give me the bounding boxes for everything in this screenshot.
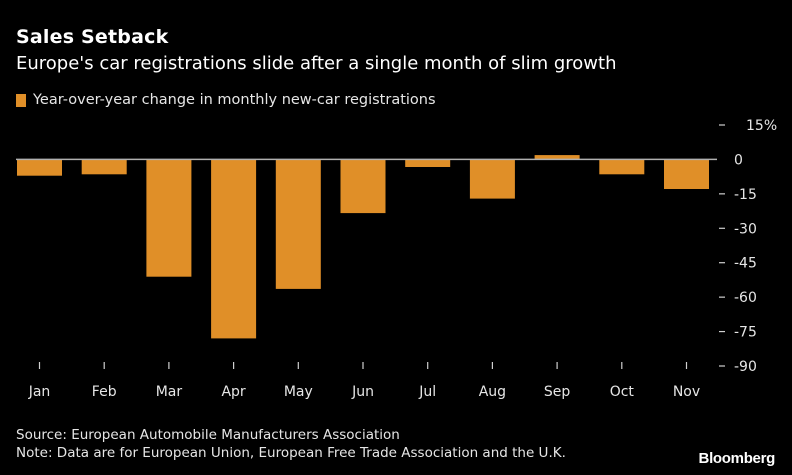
- x-tick-label: May: [284, 384, 313, 400]
- legend: Year-over-year change in monthly new-car…: [16, 92, 436, 108]
- chart-title: Sales Setback: [16, 26, 169, 48]
- bloomberg-logo: Bloomberg: [698, 450, 776, 467]
- x-tick-label: Jan: [28, 384, 51, 400]
- legend-swatch: [16, 93, 26, 107]
- x-tick-label: Mar: [156, 384, 183, 400]
- y-tick-label: -45: [734, 256, 757, 272]
- x-tick-label: Oct: [610, 384, 635, 400]
- y-tick-label: 15%: [746, 118, 777, 134]
- bar-may: [275, 159, 321, 289]
- bar-aug: [469, 159, 515, 199]
- bar-apr: [211, 159, 257, 339]
- bar-jul: [405, 159, 451, 167]
- bar-jan: [17, 159, 62, 176]
- x-tick-label: Nov: [673, 384, 700, 400]
- bar-oct: [599, 159, 645, 175]
- bar-mar: [146, 159, 192, 277]
- y-tick-label: -60: [734, 290, 757, 306]
- x-tick-label: Jun: [351, 384, 374, 400]
- y-tick-label: -15: [734, 187, 757, 203]
- legend-label: Year-over-year change in monthly new-car…: [33, 92, 436, 108]
- bar-jun: [340, 159, 386, 214]
- x-tick-label: Aug: [479, 384, 506, 400]
- bar-sep: [534, 155, 580, 160]
- bar-feb: [81, 159, 127, 175]
- x-tick-label: Jul: [418, 384, 436, 400]
- bars-group: [17, 155, 709, 339]
- source-note: Source: European Automobile Manufacturer…: [16, 427, 400, 443]
- data-note: Note: Data are for European Union, Europ…: [16, 445, 566, 461]
- x-axis: Jan Feb Mar Apr May Jun Jul Aug Sep Oct Nov: [28, 362, 700, 400]
- y-tick-label: 0: [734, 152, 743, 168]
- x-tick-label: Apr: [221, 384, 245, 400]
- bar-nov: [664, 159, 709, 189]
- y-axis: 15% 0 -15 -30 -45 -60 -75 -90: [719, 118, 777, 375]
- x-tick-label: Feb: [92, 384, 117, 400]
- y-tick-label: -90: [734, 359, 757, 375]
- y-tick-label: -75: [734, 325, 757, 341]
- x-tick-label: Sep: [544, 384, 571, 400]
- y-tick-label: -30: [734, 221, 757, 237]
- chart-subtitle: Europe's car registrations slide after a…: [16, 53, 617, 74]
